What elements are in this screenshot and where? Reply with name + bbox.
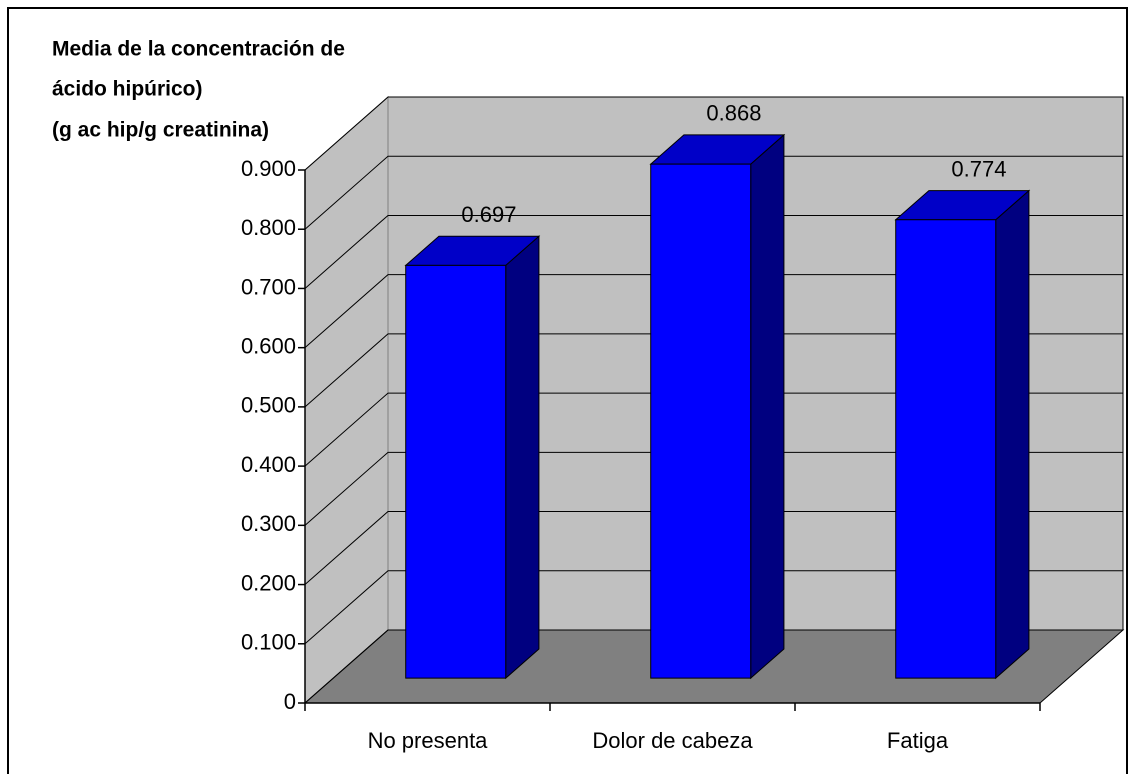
y-tick-label: 0.800 bbox=[241, 215, 296, 240]
y-tick-label: 0.200 bbox=[241, 570, 296, 595]
bar-front bbox=[405, 264, 507, 679]
bar-side bbox=[505, 235, 540, 680]
grid-line bbox=[304, 214, 1123, 289]
y-tick-label: 0.100 bbox=[241, 630, 296, 655]
grid-line bbox=[304, 570, 1123, 645]
bar-front bbox=[650, 163, 752, 679]
grid-line bbox=[304, 274, 1123, 349]
y-tick-label: 0.900 bbox=[241, 156, 296, 181]
grid-line bbox=[304, 96, 1123, 171]
axis-title-line: Media de la concentración de bbox=[52, 38, 345, 61]
grid-line bbox=[304, 451, 1123, 526]
bar bbox=[894, 189, 1031, 680]
y-tick-label: 0 bbox=[284, 689, 296, 714]
axis-title-line: ácido hipúrico) bbox=[52, 78, 203, 101]
axis-title-line: (g ac hip/g creatinina) bbox=[52, 119, 269, 142]
grid-line bbox=[304, 511, 1123, 585]
bar-front bbox=[895, 219, 997, 679]
grid-line bbox=[304, 333, 1123, 408]
grid-line bbox=[304, 155, 1123, 230]
x-tick-label: Fatiga bbox=[887, 728, 949, 753]
bar bbox=[404, 235, 541, 680]
bar-side bbox=[995, 189, 1030, 680]
x-tick-label: Dolor de cabeza bbox=[592, 728, 753, 753]
side-wall bbox=[304, 95, 389, 705]
y-tick-label: 0.500 bbox=[241, 393, 296, 418]
bar bbox=[649, 133, 786, 680]
bar-side bbox=[750, 133, 785, 680]
x-tick-label: No presenta bbox=[368, 728, 489, 753]
value-label: 0.697 bbox=[461, 202, 516, 227]
value-label: 0.774 bbox=[951, 156, 1006, 181]
y-tick-label: 0.700 bbox=[241, 274, 296, 299]
value-label: 0.868 bbox=[706, 101, 761, 126]
y-tick-label: 0.600 bbox=[241, 333, 296, 358]
grid-line bbox=[304, 392, 1123, 467]
y-tick-label: 0.400 bbox=[241, 452, 296, 477]
grid-line bbox=[304, 629, 1123, 704]
y-tick-label: 0.300 bbox=[241, 511, 296, 536]
